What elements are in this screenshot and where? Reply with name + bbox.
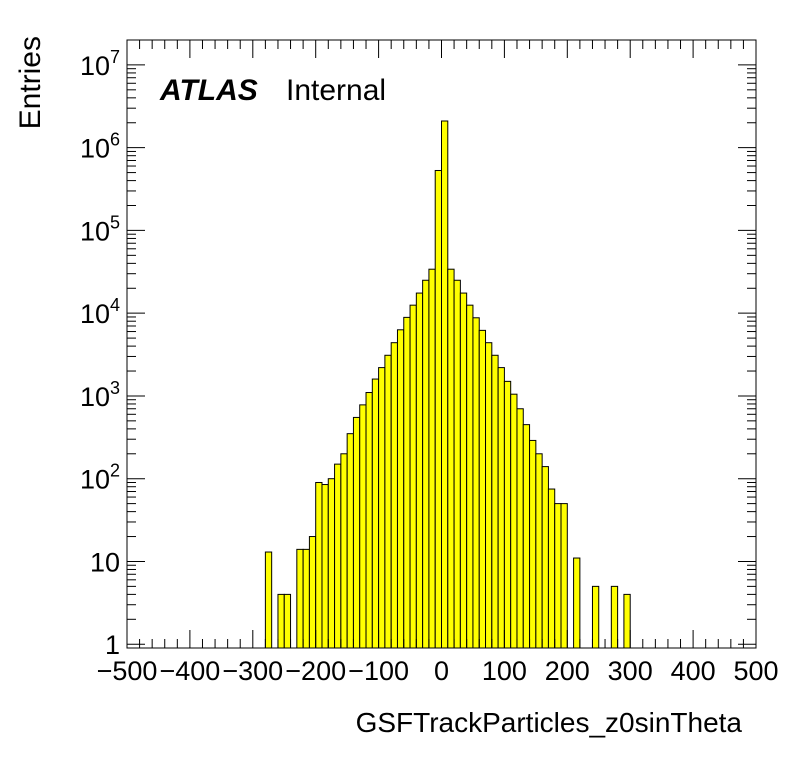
histogram-bin (390, 342, 398, 649)
histogram-bin (302, 548, 310, 649)
histogram-bin (535, 453, 543, 649)
histogram-bin (441, 120, 449, 649)
x-tick-label: 500 (733, 656, 778, 686)
y-tick-label: 104 (80, 295, 120, 329)
histogram-bin (591, 585, 600, 649)
x-tick-labels: −500 −400 −300 −200 −100 0 100 200 300 400 500 (97, 656, 779, 686)
histogram-bin (308, 536, 317, 649)
histogram-bin (371, 378, 380, 649)
histogram-bin (516, 408, 524, 649)
histogram-bin (573, 557, 581, 649)
x-tick-label: 0 (434, 656, 449, 686)
histogram-bin (610, 585, 619, 649)
histogram-bars (264, 120, 631, 649)
histogram-bin (459, 292, 468, 649)
x-tick-label: 100 (482, 656, 527, 686)
histogram-bin (264, 551, 273, 649)
histogram-bin (491, 354, 499, 649)
y-axis-label: Entries (14, 36, 47, 129)
histogram-bin (359, 404, 367, 649)
histogram-bin (434, 169, 442, 649)
y-tick-label: 105 (80, 212, 120, 246)
y-tick-labels: 1 10 102 103 104 105 106 107 (80, 47, 120, 660)
histogram-bin (503, 380, 512, 649)
x-tick-label: −300 (222, 656, 283, 686)
histogram-bin (334, 463, 342, 649)
x-tick-label: 200 (545, 656, 590, 686)
histogram-bin (447, 268, 455, 649)
histogram-bin (472, 317, 480, 649)
histogram-bin (541, 466, 549, 649)
histogram-bin (522, 424, 531, 649)
histogram-bin (409, 304, 417, 649)
y-tick-label: 10 (90, 547, 120, 577)
y-tick-label: 102 (80, 461, 120, 495)
histogram-bin (384, 354, 392, 649)
histogram-bin (365, 392, 373, 649)
histogram-bin (396, 329, 405, 649)
histogram-bin (321, 484, 329, 649)
histogram-bin (529, 439, 537, 649)
histogram-bin (547, 488, 556, 649)
histogram-bin (422, 279, 430, 649)
histogram-bin (403, 316, 411, 649)
x-tick-label: −100 (348, 656, 409, 686)
y-tick-label: 107 (80, 47, 120, 81)
y-tick-label: 1 (105, 630, 120, 660)
x-tick-label: 300 (608, 656, 653, 686)
histogram-bin (415, 292, 424, 649)
x-axis-label: GSFTrackParticles_z0sinTheta (356, 707, 743, 738)
histogram-bin (453, 279, 461, 649)
atlas-label: ATLAS (159, 74, 258, 107)
status-label: Internal (286, 74, 386, 107)
histogram-bin (277, 593, 285, 649)
histogram-bin (340, 453, 348, 649)
histogram-bin (478, 329, 487, 649)
x-tick-label: −400 (159, 656, 220, 686)
histogram-bin (485, 342, 493, 649)
histogram-bin (315, 481, 323, 649)
histogram-bin (327, 478, 336, 649)
histogram-bin (560, 503, 568, 649)
histogram-bin (510, 393, 518, 649)
histogram-bin (466, 304, 474, 649)
x-tick-label: −200 (285, 656, 346, 686)
y-tick-label: 106 (80, 130, 120, 164)
histogram-bin (352, 416, 361, 649)
plot-frame (126, 39, 757, 649)
histogram-bin (283, 593, 292, 649)
histogram-bin (497, 367, 505, 649)
histogram-bin (346, 433, 354, 649)
x-tick-label: 400 (671, 656, 716, 686)
histogram-bin (428, 268, 436, 649)
histogram-bin (378, 367, 386, 649)
y-tick-label: 103 (80, 378, 120, 412)
axis-ticks (126, 39, 757, 648)
histogram-bin (623, 593, 631, 649)
histogram-bin (296, 548, 304, 649)
x-tick-label: −500 (97, 656, 158, 686)
histogram-bin (554, 503, 562, 649)
